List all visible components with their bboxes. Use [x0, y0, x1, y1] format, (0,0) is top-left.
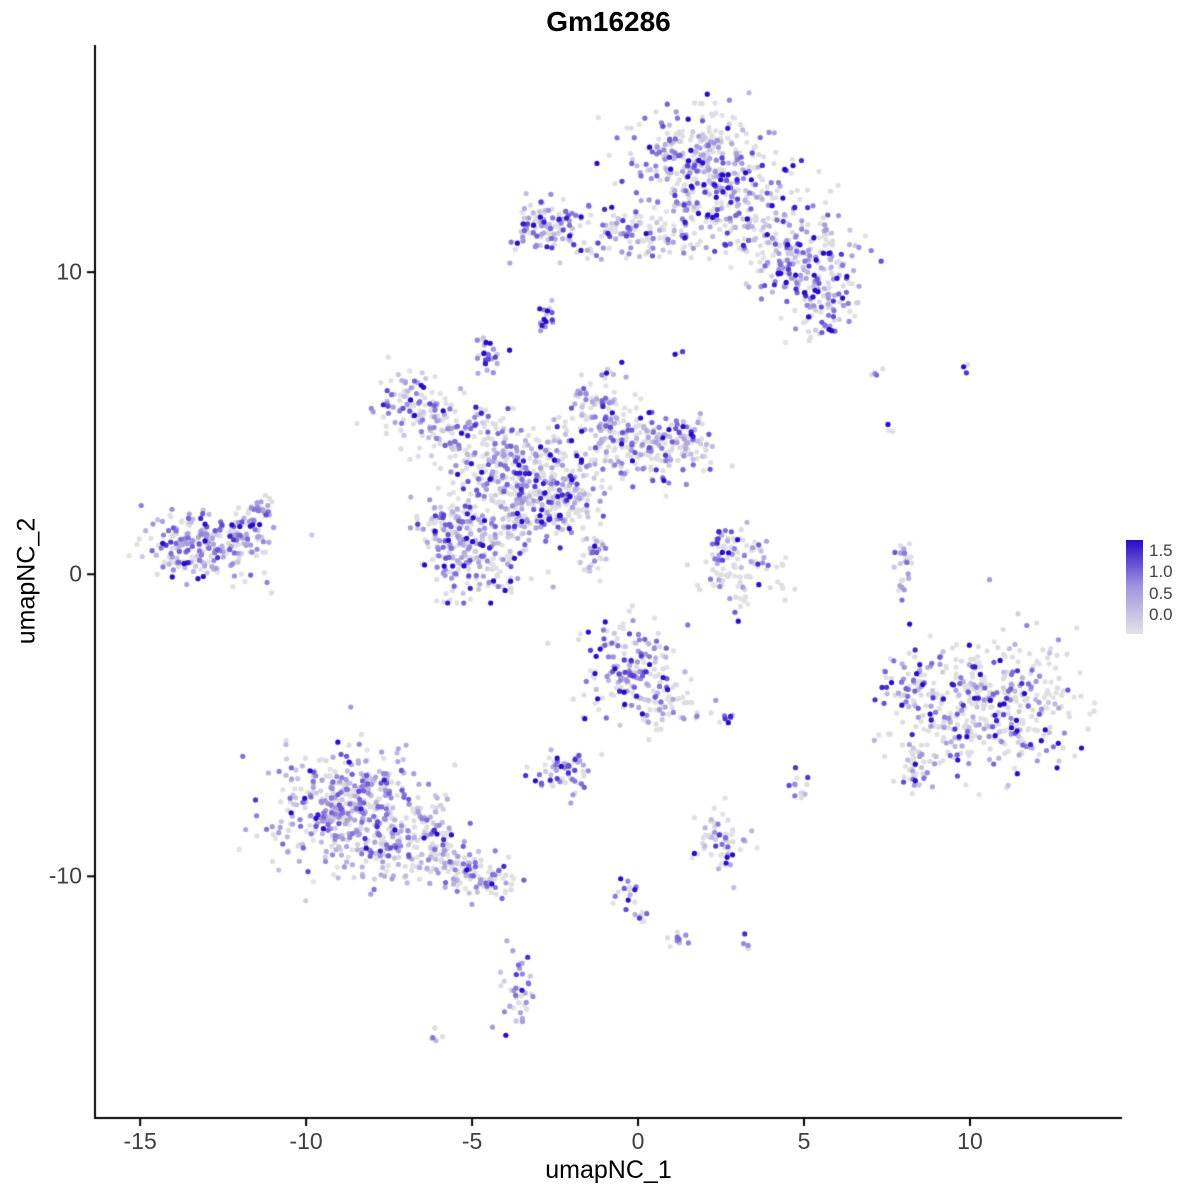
y-axis-title: umapNC_2	[12, 517, 41, 645]
y-tick-label: -10	[48, 862, 82, 889]
y-tick-label: 0	[69, 560, 82, 587]
colorbar-label: 0.0	[1149, 605, 1173, 625]
x-axis-title: umapNC_1	[545, 1156, 672, 1184]
x-tick-label: -15	[123, 1128, 157, 1154]
colorbar-gradient	[1126, 540, 1143, 634]
x-tick-label: 10	[957, 1128, 983, 1154]
colorbar-label: 0.5	[1149, 583, 1173, 603]
colorbar-label: 1.0	[1149, 562, 1173, 582]
colorbar-legend: 1.5 1.0 0.5 0.0	[1126, 540, 1196, 640]
x-tick-label: 5	[797, 1128, 811, 1154]
x-tick-label: -10	[289, 1128, 323, 1154]
x-tick-label: 0	[631, 1128, 645, 1154]
x-tick-label: -5	[461, 1128, 483, 1154]
colorbar-label: 1.5	[1149, 541, 1173, 560]
y-tick-label: 10	[56, 258, 82, 285]
